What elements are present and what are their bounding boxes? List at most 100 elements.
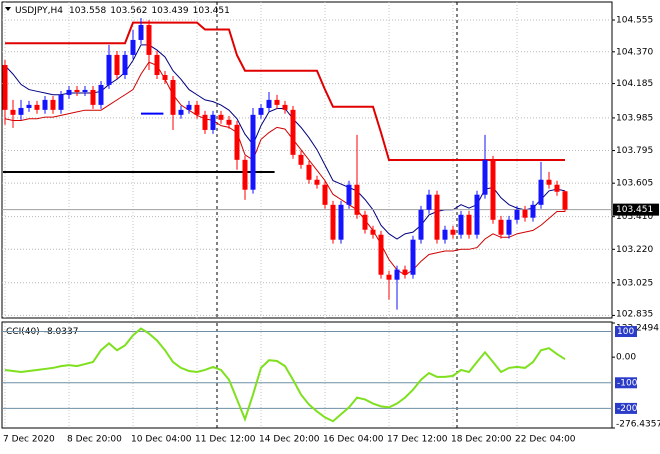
- chart-title: USDJPY,H4 103.558 103.562 103.439 103.451: [15, 6, 230, 16]
- candle-body: [98, 84, 104, 105]
- y-tick-label: 103.025: [616, 278, 653, 288]
- candle-body: [290, 109, 296, 155]
- x-tick-label: 17 Dec 12:00: [387, 435, 448, 445]
- cci-panel: [1, 321, 613, 429]
- candle-body: [386, 274, 392, 280]
- y-tick-label: 103.605: [616, 179, 653, 189]
- candle-body: [322, 184, 328, 205]
- close-value: 103.451: [193, 6, 230, 16]
- x-tick-label: 8 Dec 20:00: [67, 435, 122, 445]
- candle-body: [418, 209, 424, 240]
- candle-body: [490, 159, 496, 220]
- level-label: 100: [617, 327, 634, 337]
- cci-line: [4, 327, 566, 423]
- candle-body: [186, 104, 192, 110]
- candle-body: [250, 114, 256, 190]
- candle-body: [458, 214, 464, 235]
- price-label: 103.451: [616, 205, 653, 215]
- x-tick-label: 14 Dec 20:00: [259, 435, 320, 445]
- candle-body: [194, 104, 200, 115]
- candle-body: [202, 114, 208, 130]
- level-label-box: [615, 326, 637, 338]
- candle-body: [362, 214, 368, 230]
- menu-icon: [5, 7, 11, 11]
- candle-body: [274, 99, 280, 105]
- y-tick-label: 104.185: [616, 79, 653, 89]
- candle-body: [258, 107, 264, 115]
- candle-body: [178, 109, 184, 115]
- candle-body: [114, 54, 120, 75]
- candle-body: [546, 179, 552, 185]
- candle-body: [74, 89, 80, 92]
- y-tick-label: 0.00: [616, 353, 636, 363]
- symbol: USDJPY,H4: [15, 6, 63, 16]
- candle-body: [130, 39, 136, 55]
- candle-body: [234, 124, 240, 160]
- candle-body: [354, 184, 360, 215]
- candle-body: [402, 269, 408, 275]
- indicator-line: [4, 61, 565, 276]
- candle-body: [242, 159, 248, 190]
- candle-body: [514, 209, 520, 220]
- y-tick-label: 103.410: [616, 212, 653, 222]
- candle-body: [266, 99, 272, 108]
- candle-body: [410, 239, 416, 275]
- y-tick-label: 103.985: [616, 113, 653, 123]
- candle-body: [58, 94, 64, 110]
- candle-body: [434, 194, 440, 240]
- y-tick-label: 102.835: [616, 310, 653, 320]
- x-tick-label: 22 Dec 04:00: [515, 435, 576, 445]
- candle-body: [122, 54, 128, 75]
- candle-body: [370, 229, 376, 235]
- x-tick-label: 7 Dec 2020: [3, 435, 55, 445]
- candle-body: [2, 65, 8, 110]
- y-tick-label: 133.2494: [616, 324, 659, 334]
- candle-body: [90, 89, 96, 105]
- candle-body: [330, 204, 336, 240]
- candle-body: [282, 104, 288, 110]
- candle-body: [466, 214, 472, 235]
- candle-body: [10, 109, 16, 115]
- high-value: 103.562: [110, 6, 147, 16]
- candle-body: [138, 25, 144, 40]
- candle-body: [82, 89, 88, 92]
- candle-body: [170, 79, 176, 115]
- level-label: -100: [617, 378, 638, 388]
- candle-body: [34, 104, 40, 110]
- candle-body: [66, 89, 72, 95]
- candle-body: [314, 179, 320, 185]
- candle-body: [346, 184, 352, 205]
- candle-body: [554, 184, 560, 192]
- x-tick-label: 11 Dec 12:00: [195, 435, 256, 445]
- price-panel: [1, 1, 613, 319]
- candle-body: [306, 164, 312, 180]
- y-tick-label: -276.4357: [616, 420, 660, 430]
- x-tick-label: 16 Dec 04:00: [323, 435, 384, 445]
- candle-body: [474, 194, 480, 235]
- candle-body: [26, 104, 32, 108]
- candle-body: [154, 54, 160, 75]
- candle-body: [226, 119, 232, 125]
- candle-body: [562, 191, 568, 210]
- candle-body: [530, 204, 536, 218]
- candle-body: [146, 25, 152, 55]
- candle-body: [218, 114, 224, 120]
- x-tick-label: 10 Dec 04:00: [131, 435, 192, 445]
- candle-body: [426, 194, 432, 210]
- candle-body: [538, 179, 544, 205]
- y-tick-label: 103.795: [616, 146, 653, 156]
- y-tick-label: 103.220: [616, 245, 653, 255]
- price-label-box: [613, 203, 659, 216]
- candle-body: [298, 154, 304, 165]
- y-tick-label: 104.555: [616, 16, 653, 26]
- candle-body: [106, 54, 112, 85]
- candle-body: [522, 209, 528, 218]
- candle-body: [50, 99, 56, 110]
- y-tick-label: 104.370: [616, 47, 653, 57]
- candle-body: [394, 269, 400, 280]
- indicator-line: [5, 21, 565, 161]
- x-tick-label: 18 Dec 20:00: [451, 435, 512, 445]
- candle-body: [42, 99, 48, 110]
- low-value: 103.439: [151, 6, 188, 16]
